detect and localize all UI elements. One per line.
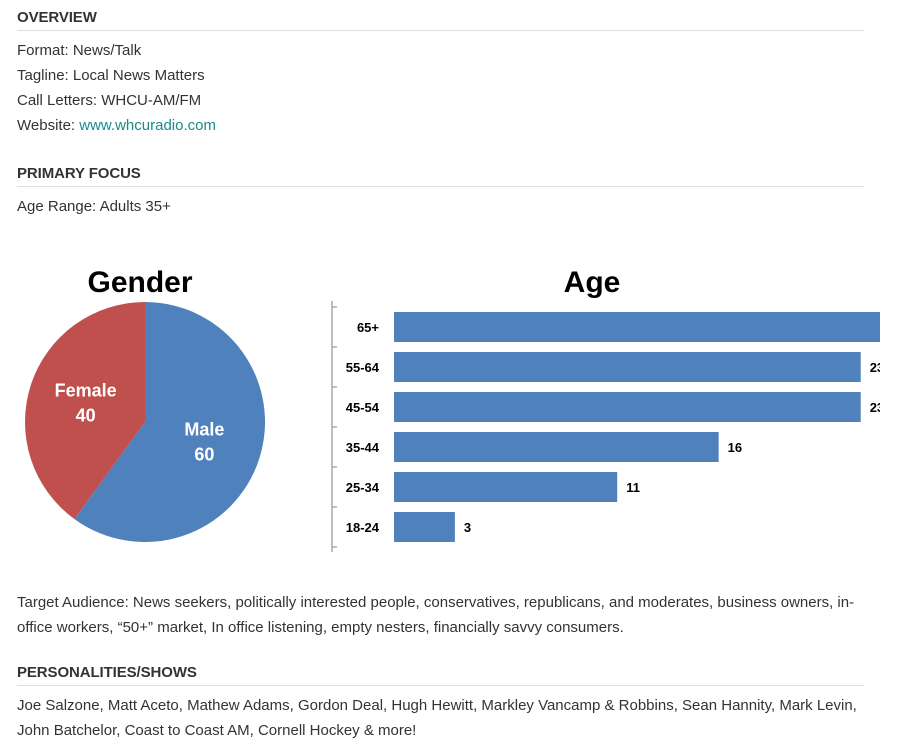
target-audience-text: Target Audience: News seekers, political… [17,594,855,636]
age-value-label: 16 [728,440,742,455]
age-category-label: 25-34 [346,480,380,495]
personalities-section: PERSONALITIES/SHOWS Joe Salzone, Matt Ac… [17,664,864,743]
website-link[interactable]: www.whcuradio.com [79,117,216,134]
call-letters-label: Call Letters: [17,92,102,109]
primary-focus-heading: PRIMARY FOCUS [17,165,864,187]
format-value: News/Talk [72,42,142,59]
pie-slice-female [25,302,145,520]
website-label: Website: [17,117,80,134]
age-range-line: Age Range: Adults 35+ [17,198,171,215]
age-category-label: 35-44 [346,440,380,455]
website-line: Website: www.whcuradio.com [17,113,864,138]
personalities-text: Joe Salzone, Matt Aceto, Mathew Adams, G… [17,697,857,739]
call-letters-value: WHCU-AM/FM [101,92,202,109]
age-bar-18-24 [394,512,455,542]
tagline-value: Local News Matters [72,67,205,84]
tagline-label: Tagline: [17,67,73,84]
age-bar-35-44 [394,432,719,462]
age-category-label: 65+ [357,320,379,335]
pie-label-male: Male [184,419,224,439]
format-line: Format: News/Talk [17,38,864,63]
gender-chart-title: Gender [87,266,192,299]
format-label: Format: [17,42,73,59]
age-bar-25-34 [394,472,618,502]
age-category-label: 55-64 [346,360,380,375]
personalities-heading: PERSONALITIES/SHOWS [17,664,864,686]
overview-section: OVERVIEW Format: News/Talk Tagline: Loca… [17,9,864,138]
pie-slice-male [74,302,266,542]
age-value-label: 23 [870,360,880,375]
age-bar-45-54 [394,392,861,422]
age-bar-55-64 [394,352,861,382]
charts-area: Gender Male 60 Female 40 Age 65+ 55-64 45-54 3… [0,250,908,560]
age-value-label: 3 [464,520,471,535]
age-value-label: 23 [870,400,880,415]
age-bar-65+ [394,312,880,342]
primary-focus-section: PRIMARY FOCUS Age Range: Adults 35+ [17,165,864,219]
age-category-label: 18-24 [346,520,380,535]
age-chart-title: Age [564,266,621,299]
tagline-line: Tagline: Local News Matters [17,63,864,88]
gender-pie-chart: Gender Male 60 Female 40 [25,266,266,542]
pie-value-female: 40 [76,406,96,426]
call-letters-line: Call Letters: WHCU-AM/FM [17,88,864,113]
age-value-label: 11 [626,480,640,495]
overview-heading: OVERVIEW [17,9,864,31]
age-category-label: 45-54 [346,400,380,415]
target-audience-section: Target Audience: News seekers, political… [17,590,864,640]
pie-value-male: 60 [194,444,214,464]
pie-label-female: Female [55,381,117,401]
